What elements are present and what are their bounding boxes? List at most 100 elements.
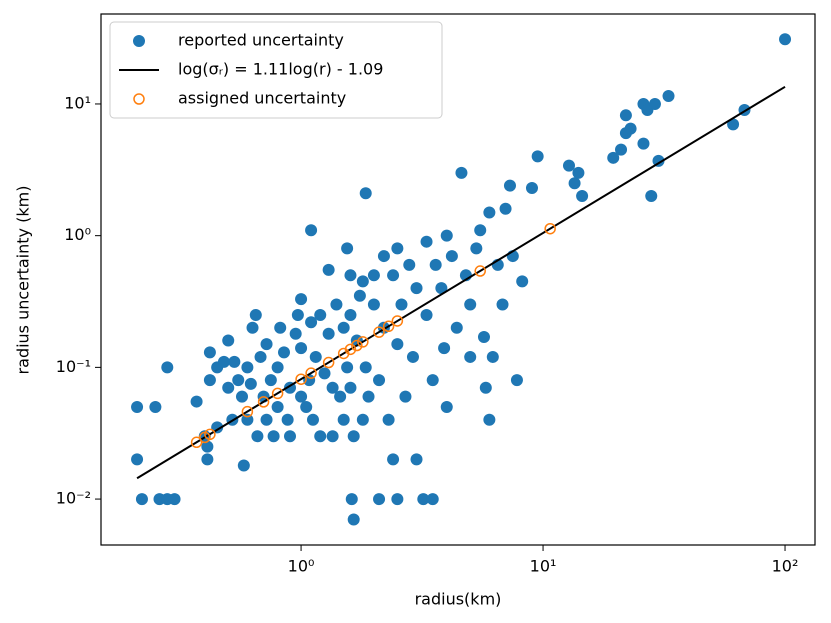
x-tick-label: 10¹ [530,557,557,576]
point [637,137,650,150]
point [576,190,589,203]
point [367,269,380,282]
point [373,493,386,506]
point [662,89,675,102]
point [322,263,335,276]
point [305,316,318,329]
point [228,355,241,368]
point [345,493,358,506]
point [496,298,509,311]
point [222,334,235,347]
point [314,308,327,321]
point [464,350,477,363]
legend-box [109,21,443,119]
point [395,298,408,311]
open-point [241,405,254,418]
point [450,321,463,334]
point [387,269,400,282]
point [426,374,439,387]
point [295,293,308,306]
point [483,206,496,219]
point [222,381,235,394]
point [420,235,433,248]
point [203,346,216,359]
point [572,166,585,179]
open-point [257,396,270,408]
open-point [204,428,216,441]
point [161,361,174,374]
point [260,413,273,426]
point [241,413,254,426]
point [264,374,277,387]
point [479,381,492,394]
open-point [357,336,369,348]
point [254,350,267,363]
y-tick-label: 10⁻¹ [56,357,91,376]
point [168,493,181,506]
point [648,97,661,110]
point [305,224,318,237]
point [235,390,248,403]
point [291,308,304,321]
x-tick-label: 10⁰ [288,557,315,576]
point [615,143,628,156]
point [306,413,319,426]
point [353,289,366,302]
point [645,190,658,203]
point [440,229,453,242]
point [359,361,372,374]
open-point [351,339,363,352]
point [344,308,357,321]
point [429,258,442,271]
point [624,122,637,135]
open-point [391,315,404,327]
point [391,242,404,255]
point [271,401,284,414]
series-layer [131,33,792,526]
point [470,242,483,255]
plot-frame [100,13,816,546]
point [440,401,453,414]
point [244,377,257,390]
legend: reported uncertainty log(σᵣ) = 1.11log(r)… [109,21,443,119]
point [201,440,214,453]
point [274,321,287,334]
point [149,401,162,414]
point [131,453,144,466]
point [309,350,322,363]
point [251,430,264,443]
point [246,321,259,334]
point [337,413,350,426]
point [420,308,433,321]
point [334,390,347,403]
point [510,374,523,387]
open-point [373,326,385,338]
point [779,33,792,46]
point [391,493,404,506]
point [314,430,327,443]
point [277,346,290,359]
point [464,298,477,311]
point [406,350,419,363]
open-point [271,387,284,400]
point [217,355,230,368]
point [344,269,357,282]
open-point [295,373,307,385]
point [249,308,262,321]
point [483,413,496,426]
point [131,401,144,414]
y-tick-label: 10¹ [64,93,91,112]
point [426,493,439,506]
point [403,258,416,271]
point [300,401,313,414]
point [330,298,343,311]
point [359,187,372,200]
legend-marker [133,35,145,47]
point [135,493,148,506]
open-point [305,367,317,379]
x-tick-label: 10² [772,557,799,576]
point [347,430,360,443]
y-tick-label: 10⁰ [64,225,91,244]
point [211,421,224,434]
